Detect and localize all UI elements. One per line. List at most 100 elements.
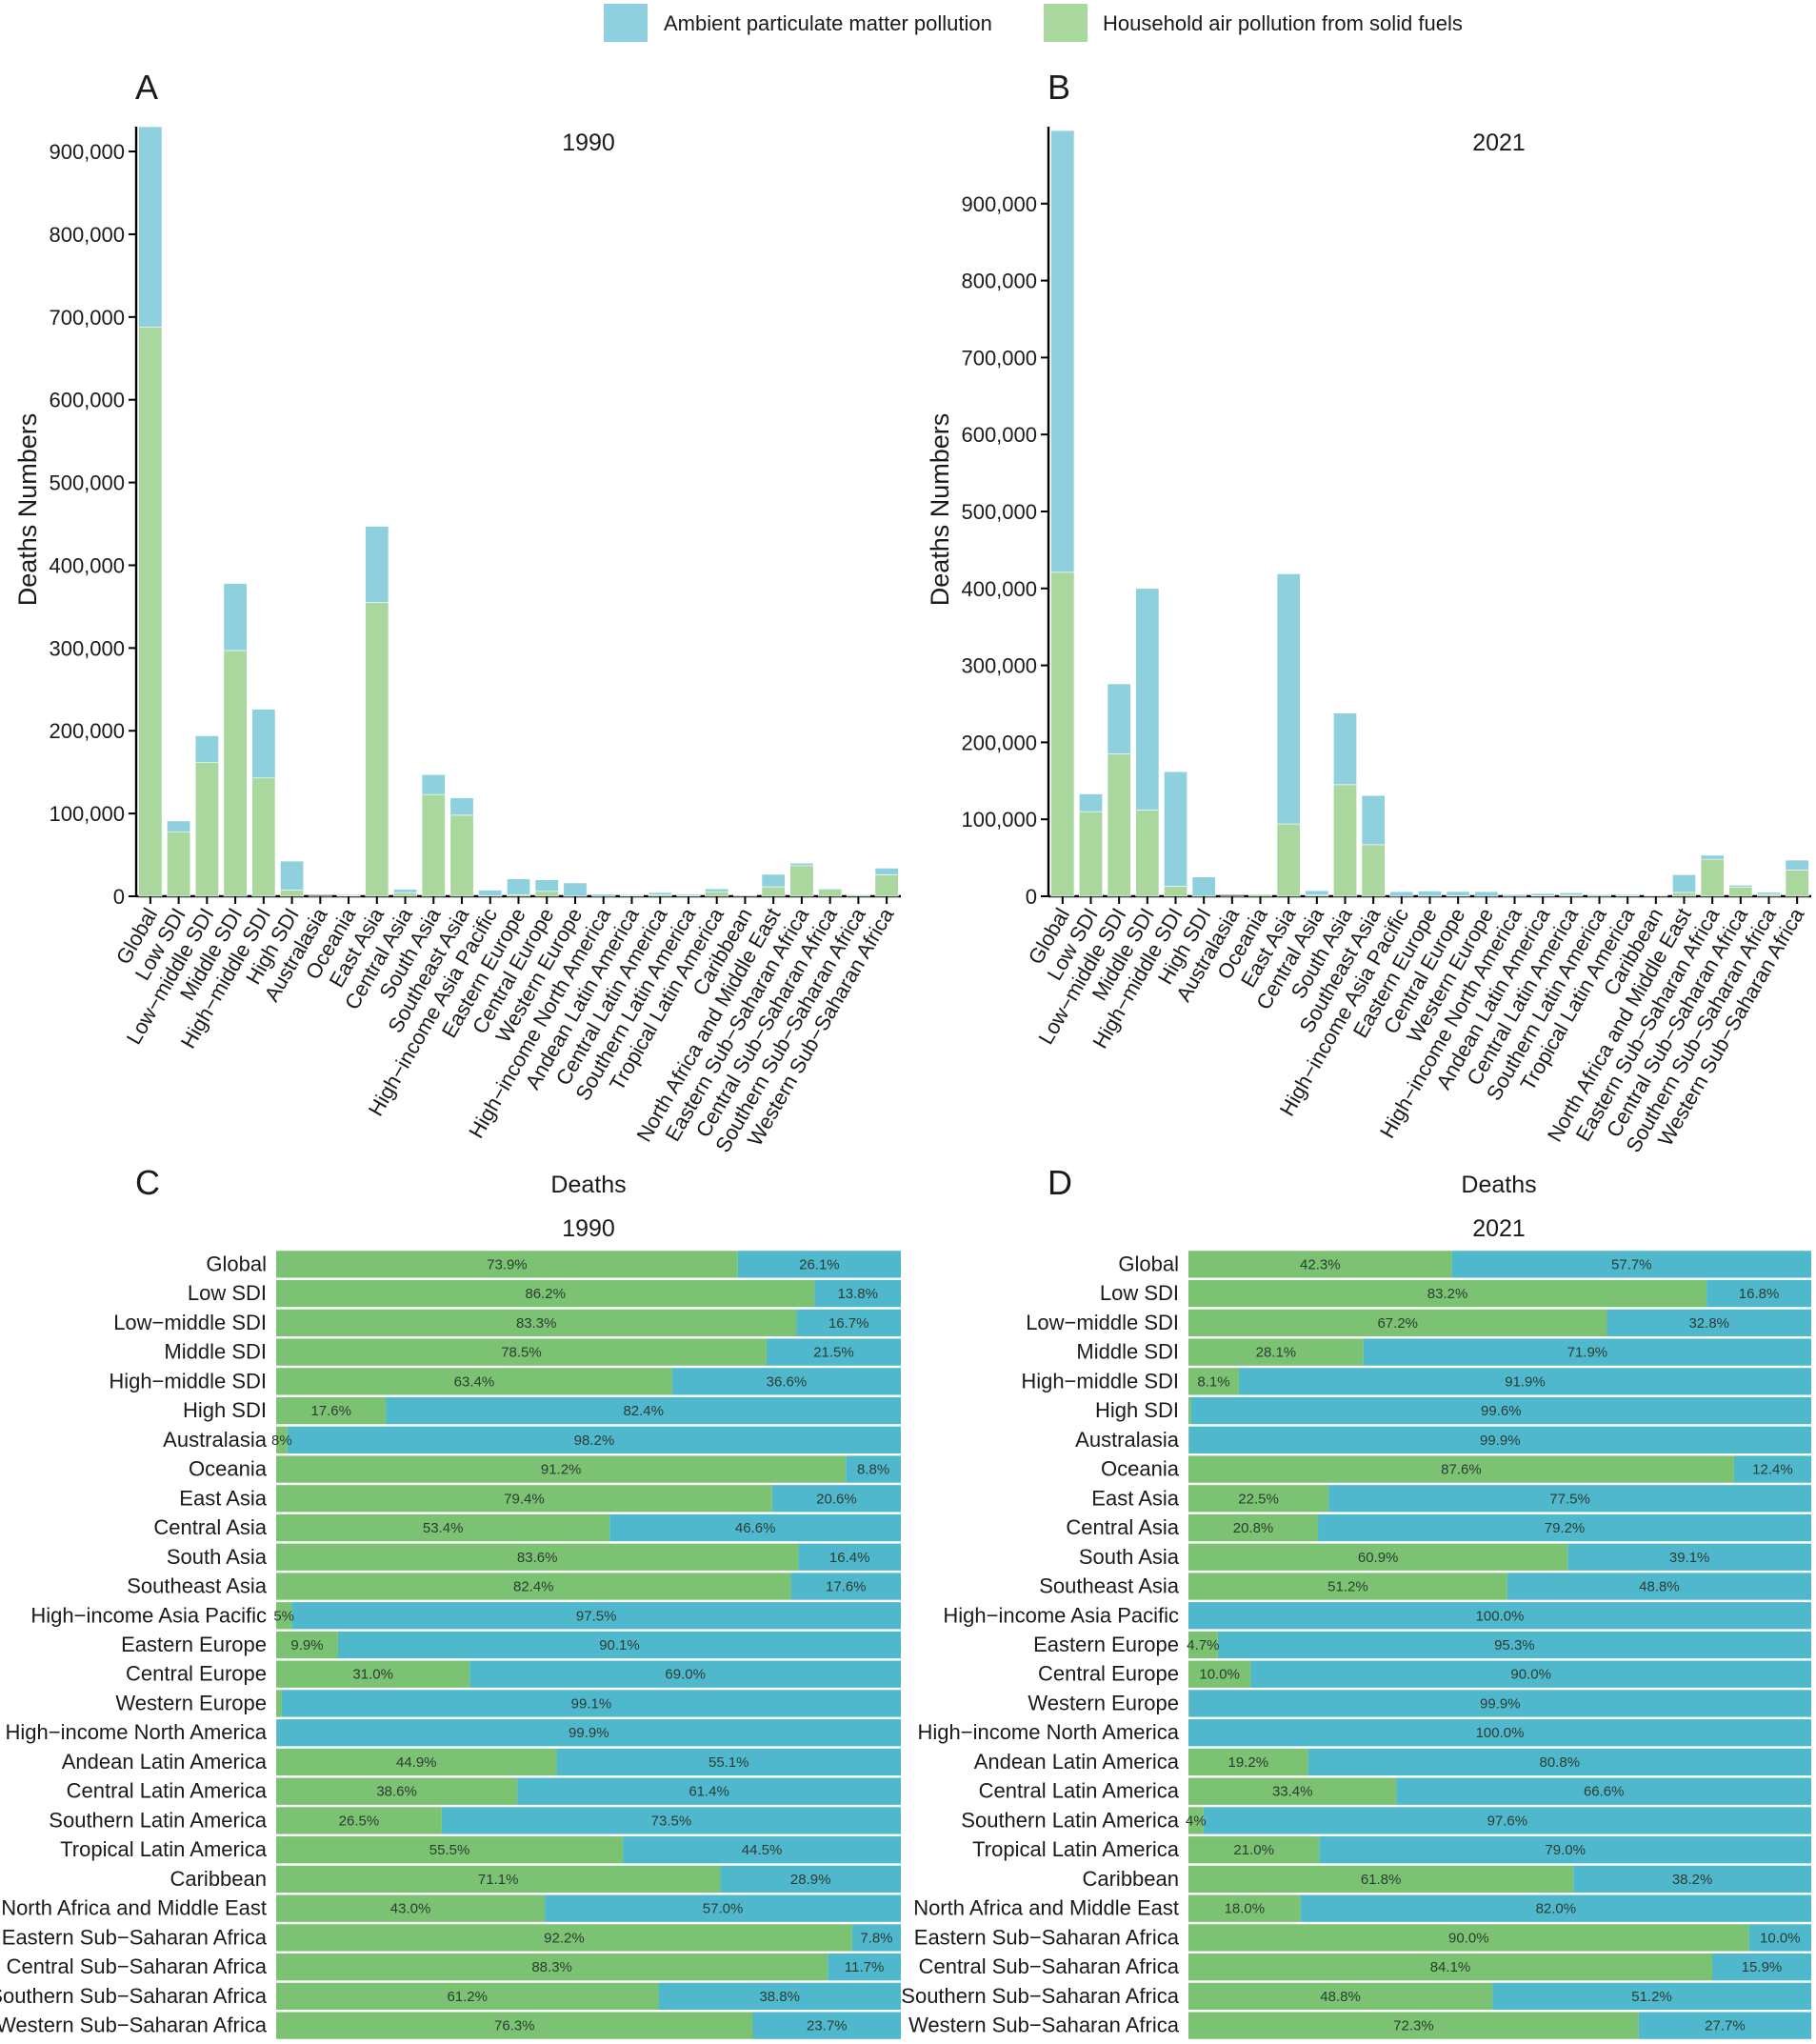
- bar-ambient-high-income-north-america: [1503, 893, 1527, 897]
- bar-ambient-global: [737, 1251, 901, 1278]
- bar-ambient-high-sdi: [1191, 876, 1216, 897]
- data-label-ambient: 55.1%: [708, 1754, 749, 1771]
- bar-ambient-australasia: [287, 1426, 902, 1453]
- bar-household-south-asia: [276, 1543, 799, 1571]
- bar-ambient-oceania: [1733, 1455, 1811, 1483]
- data-label-ambient: 100.0%: [1476, 1725, 1525, 1741]
- bar-household-australasia: [276, 1426, 288, 1453]
- category-label: Central Europe: [1038, 1662, 1179, 1686]
- data-label-household: 4.7%: [1187, 1637, 1219, 1653]
- legend-label-household: Household air pollution from solid fuels: [1103, 11, 1463, 35]
- data-label-household: 9.9%: [290, 1637, 323, 1653]
- bar-ambient-tropical-latin-america: [1615, 893, 1640, 896]
- bar-household-north-africa-and-middle-east: [276, 1894, 546, 1922]
- data-label-ambient: 16.8%: [1739, 1286, 1780, 1302]
- bar-household-southeast-asia: [276, 1573, 791, 1600]
- bar-ambient-eastern-sub-saharan-africa: [1700, 854, 1725, 860]
- bar-ambient-southeast-asia: [449, 797, 474, 816]
- panel-c-title: Deaths: [550, 1172, 626, 1198]
- bar-ambient-high-middle-sdi: [1164, 771, 1187, 887]
- bar-household-high-middle-sdi: [1188, 1368, 1239, 1395]
- panel-letter-b: B: [1048, 68, 1070, 107]
- panel-a-ylabel: Deaths Numbers: [13, 413, 42, 607]
- bar-household-high-middle-sdi: [276, 1368, 672, 1395]
- category-label: Oceania: [1101, 1457, 1180, 1481]
- bar-ambient-southeast-asia: [1361, 794, 1386, 846]
- category-label: Low−middle SDI: [113, 1311, 267, 1334]
- category-label: Tropical Latin America: [60, 1837, 268, 1861]
- bar-household-southern-latin-america: [1188, 1807, 1204, 1834]
- bar-ambient-central-sub-saharan-africa: [1712, 1954, 1811, 1981]
- data-label-ambient: 7.8%: [860, 1930, 892, 1946]
- data-label-ambient: 98.2%: [574, 1433, 615, 1449]
- data-label-ambient: 71.9%: [1567, 1345, 1608, 1361]
- bar-ambient-caribbean: [1644, 894, 1668, 896]
- bar-ambient-central-asia: [1305, 890, 1329, 896]
- bar-household-western-sub-saharan-africa: [874, 874, 899, 897]
- bar-household-low-middle-sdi: [276, 1309, 797, 1336]
- category-label: Southern Sub−Saharan Africa: [0, 1984, 268, 2008]
- category-label: Central Europe: [126, 1662, 267, 1686]
- legend-swatch-ambient: [604, 4, 648, 42]
- data-label-household: 76.3%: [494, 2018, 535, 2034]
- bar-ambient-caribbean: [1573, 1865, 1811, 1894]
- data-label-ambient: 69.0%: [665, 1667, 706, 1683]
- bar-ambient-southern-sub-saharan-africa: [658, 1982, 901, 2011]
- category-label: Andean Latin America: [62, 1750, 268, 1773]
- data-label-ambient: 38.2%: [1672, 1872, 1713, 1888]
- bar-ambient-high-sdi: [1190, 1396, 1811, 1425]
- data-label-ambient: 20.6%: [816, 1491, 857, 1507]
- chart-c: Global 73.9% 26.1% Low SDI 86.2% 13.8% Low−mid…: [0, 1251, 902, 2039]
- data-label-ambient: 51.2%: [1631, 1989, 1672, 2005]
- bar-household-low-sdi: [276, 1279, 815, 1308]
- category-label: South Asia: [167, 1545, 268, 1569]
- legend: Ambient particulate matter pollution Hou…: [604, 4, 1463, 42]
- bar-household-central-sub-saharan-africa: [818, 889, 843, 897]
- category-label: North Africa and Middle East: [913, 1896, 1179, 1920]
- data-label-ambient: 99.1%: [571, 1695, 612, 1712]
- data-label-ambient: 77.5%: [1549, 1491, 1590, 1507]
- bar-ambient-southern-latin-america: [1203, 1807, 1811, 1834]
- category-label: High SDI: [183, 1398, 267, 1422]
- bar-ambient-middle-sdi: [1135, 588, 1160, 811]
- bar-household-low-sdi: [1079, 811, 1103, 897]
- bar-household-middle-sdi: [1135, 810, 1160, 897]
- data-label-household: 48.8%: [1320, 1989, 1361, 2005]
- panel-b-ylabel: Deaths Numbers: [926, 413, 954, 607]
- bar-household-low-sdi: [167, 831, 191, 897]
- category-label: Southern Latin America: [49, 1808, 267, 1832]
- data-label-ambient: 82.4%: [623, 1403, 664, 1419]
- bar-ambient-north-africa-and-middle-east: [761, 873, 786, 888]
- panel-d-title: Deaths: [1461, 1172, 1536, 1198]
- y-tick-label: 200,000: [961, 731, 1037, 754]
- bar-ambient-central-latin-america: [517, 1777, 901, 1805]
- data-label-household: 83.2%: [1427, 1286, 1468, 1302]
- y-tick-label: 500,000: [49, 471, 125, 495]
- bar-ambient-australasia: [1188, 1426, 1811, 1453]
- data-label-household: 31.0%: [352, 1667, 393, 1683]
- category-label: Low−middle SDI: [1026, 1311, 1179, 1334]
- bar-ambient-andean-latin-america: [1530, 892, 1555, 896]
- data-label-household: 5%: [273, 1608, 294, 1624]
- data-label-household: 51.2%: [1327, 1579, 1368, 1595]
- y-tick-label: 0: [1026, 885, 1037, 909]
- bar-household-high-income-north-america: [276, 1719, 277, 1747]
- data-label-household: 63.4%: [454, 1373, 495, 1390]
- data-label-ambient: 80.8%: [1540, 1754, 1581, 1771]
- data-label-ambient: 97.6%: [1487, 1813, 1528, 1829]
- bar-household-central-sub-saharan-africa: [1728, 887, 1753, 897]
- data-label-household: 91.2%: [541, 1462, 582, 1478]
- category-label: Global: [1118, 1252, 1179, 1275]
- bar-ambient-east-asia: [1328, 1485, 1811, 1513]
- y-tick-label: 700,000: [49, 306, 125, 330]
- bar-ambient-global: [1451, 1251, 1811, 1278]
- y-tick-label: 800,000: [49, 223, 125, 247]
- bar-household-global: [138, 326, 163, 897]
- bar-ambient-southern-sub-saharan-africa: [846, 893, 870, 895]
- data-label-household: 44.9%: [396, 1754, 437, 1771]
- bar-ambient-western-sub-saharan-africa: [1638, 2012, 1811, 2039]
- bar-ambient-tropical-latin-america: [1319, 1836, 1811, 1864]
- bar-ambient-south-asia: [1333, 712, 1357, 786]
- bar-ambient-low-middle-sdi: [1606, 1309, 1811, 1336]
